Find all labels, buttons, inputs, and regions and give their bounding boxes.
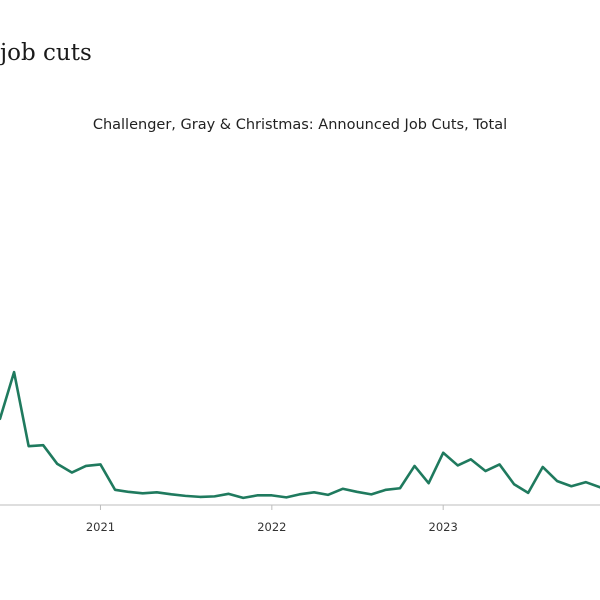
x-tick-label: 2022 bbox=[257, 520, 286, 534]
data-point bbox=[369, 492, 373, 496]
data-point bbox=[183, 494, 187, 498]
x-tick-label: 2023 bbox=[429, 520, 458, 534]
data-point bbox=[326, 493, 330, 497]
data-point bbox=[469, 457, 473, 461]
data-point bbox=[198, 495, 202, 499]
data-point bbox=[498, 462, 502, 466]
data-point bbox=[98, 462, 102, 466]
data-point bbox=[141, 491, 145, 495]
data-point bbox=[512, 482, 516, 486]
data-point bbox=[126, 490, 130, 494]
data-point bbox=[241, 496, 245, 500]
x-axis bbox=[0, 504, 600, 510]
data-point bbox=[483, 469, 487, 473]
data-point bbox=[384, 488, 388, 492]
data-point bbox=[169, 492, 173, 496]
data-point bbox=[312, 490, 316, 494]
data-point bbox=[113, 488, 117, 492]
data-point bbox=[427, 481, 431, 485]
chart-title: Challenger, Gray & Christmas: Announced … bbox=[92, 117, 508, 133]
data-point bbox=[441, 451, 445, 455]
data-point bbox=[555, 479, 559, 483]
x-tick-labels: 2021 2022 2023 bbox=[86, 520, 458, 534]
data-point bbox=[398, 486, 402, 490]
data-point bbox=[12, 370, 16, 374]
data-point bbox=[155, 490, 159, 494]
data-point bbox=[255, 493, 259, 497]
data-point bbox=[55, 462, 59, 466]
data-point bbox=[227, 492, 231, 496]
page-heading: job cuts bbox=[0, 40, 92, 66]
data-point bbox=[284, 495, 288, 499]
data-point bbox=[213, 494, 217, 498]
data-point bbox=[541, 465, 545, 469]
data-point bbox=[584, 480, 588, 484]
data-point bbox=[84, 464, 88, 468]
x-tick-label: 2021 bbox=[86, 520, 115, 534]
data-point bbox=[341, 487, 345, 491]
data-point bbox=[41, 443, 45, 447]
series-line bbox=[0, 370, 600, 500]
data-point bbox=[298, 492, 302, 496]
data-point bbox=[569, 484, 573, 488]
data-point bbox=[27, 444, 31, 448]
data-point bbox=[355, 490, 359, 494]
data-point bbox=[70, 471, 74, 475]
data-point bbox=[270, 493, 274, 497]
data-point bbox=[413, 464, 417, 468]
data-point bbox=[526, 491, 530, 495]
series-layer bbox=[0, 370, 600, 500]
data-point bbox=[456, 463, 460, 467]
